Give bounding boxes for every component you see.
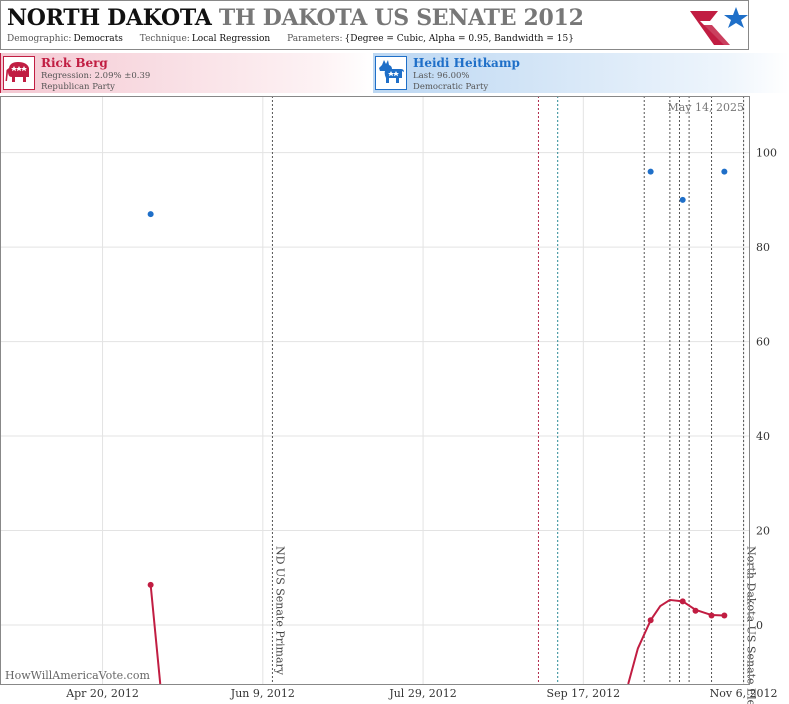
axis-labels: 0 20 40 60 80 100 Apr 20, 2012 Jun 9, 2012 Jul 2… — [65, 147, 777, 704]
parameters-value: {Degree = Cubic, Alpha = 0.95, Bandwidth… — [344, 34, 574, 44]
poll-point[interactable] — [679, 196, 686, 203]
event-label: ND US Senate Primary — [273, 546, 286, 676]
poll-point[interactable] — [647, 168, 654, 175]
republican-name: Rick Berg — [41, 56, 108, 70]
y-tick-label: 60 — [756, 336, 770, 349]
technique-label: Technique: — [139, 34, 190, 44]
event-label: North Dakota US Senate Election — [745, 546, 758, 704]
technique-value: Local Regression — [191, 34, 271, 44]
x-tick-label: Jun 9, 2012 — [230, 687, 295, 700]
y-tick-label: 40 — [756, 430, 770, 443]
y-tick-label: 80 — [756, 241, 770, 254]
y-tick-label: 0 — [756, 619, 763, 632]
republican-candidate-panel: Rick Berg Regression: 2.09% ±0.39 Republ… — [0, 53, 373, 93]
republican-party: Republican Party — [41, 82, 115, 92]
watermark: HowWillAmericaVote.com — [5, 669, 150, 682]
poll-point[interactable] — [721, 612, 728, 619]
poll-point[interactable] — [147, 581, 154, 588]
y-tick-label: 20 — [756, 525, 770, 538]
y-tick-label: 100 — [756, 147, 777, 160]
democrat-candidate-panel: Heidi Heitkamp Last: 96.00% Democratic P… — [373, 53, 789, 93]
regression-curves — [149, 584, 725, 684]
poll-point[interactable] — [708, 612, 715, 619]
elephant-icon — [3, 56, 35, 90]
title-state: NORTH DAKOTA — [7, 5, 212, 31]
event-markers — [271, 96, 745, 684]
chart-header: NORTH DAKOTA TH DAKOTA US SENATE 2012 De… — [0, 0, 749, 50]
democrat-party: Democratic Party — [413, 82, 489, 92]
democrat-name: Heidi Heitkamp — [413, 56, 520, 70]
demographic-value: Democrats — [73, 34, 123, 44]
date-stamp: May 14, 2025 — [667, 101, 744, 114]
chart-subtitle: Demographic: Democrats Technique: Local Re… — [7, 34, 588, 44]
grid-lines — [0, 96, 750, 684]
poll-points — [147, 168, 728, 624]
x-tick-label: Jul 29, 2012 — [388, 687, 457, 700]
poll-chart: 0 20 40 60 80 100 Apr 20, 2012 Jun 9, 2012 Jul 2… — [0, 96, 778, 704]
poll-point[interactable] — [147, 211, 154, 218]
parameters-label: Parameters: — [287, 34, 343, 44]
x-tick-label: Nov 6, 2012 — [710, 687, 778, 700]
x-tick-label: Apr 20, 2012 — [65, 687, 139, 700]
poll-point[interactable] — [647, 617, 654, 624]
poll-point[interactable] — [721, 168, 728, 175]
regression-line — [149, 584, 725, 684]
site-logo-icon[interactable] — [688, 5, 750, 51]
x-tick-label: Sep 17, 2012 — [547, 687, 621, 700]
poll-point[interactable] — [692, 607, 699, 614]
donkey-icon — [375, 56, 407, 90]
democrat-stat: Last: 96.00% — [413, 71, 470, 81]
poll-point[interactable] — [679, 598, 686, 605]
republican-stat: Regression: 2.09% ±0.39 — [41, 71, 151, 81]
plot-frame — [0, 96, 750, 685]
title-race: TH DAKOTA US SENATE 2012 — [218, 5, 584, 31]
chart-title: NORTH DAKOTA TH DAKOTA US SENATE 2012 — [7, 5, 584, 31]
demographic-label: Demographic: — [7, 34, 72, 44]
